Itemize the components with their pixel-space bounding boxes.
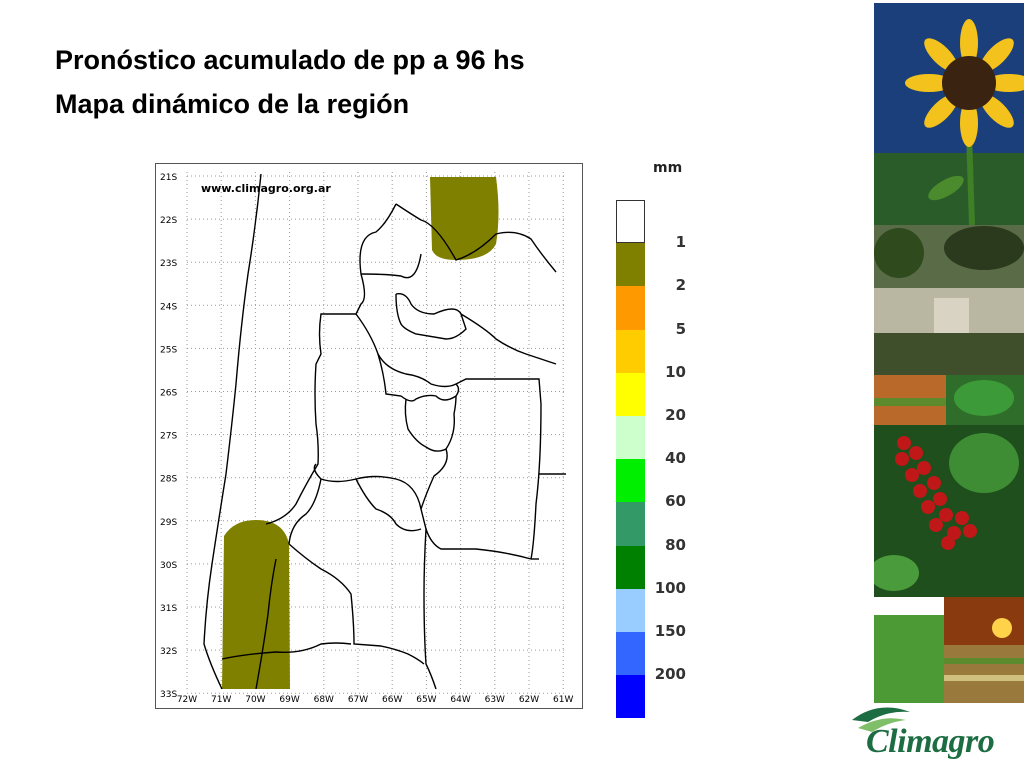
legend-swatch	[616, 588, 645, 632]
lon-tick-label: 69W	[279, 695, 299, 705]
title-line-2: Mapa dinámico de la región	[55, 89, 410, 119]
legend-swatch	[616, 243, 645, 287]
lat-tick-label: 32S	[160, 647, 177, 657]
legend-label: 60	[665, 492, 686, 511]
lat-tick-label: 29S	[160, 518, 177, 528]
legend-label: 2	[675, 276, 686, 295]
legend-label: 1	[675, 233, 686, 252]
legend-swatch	[616, 675, 645, 719]
legend-swatch	[616, 416, 645, 460]
lat-tick-label: 28S	[160, 475, 177, 485]
lon-tick-label: 68W	[314, 695, 334, 705]
legend-unit: mm	[653, 160, 683, 176]
province-boundaries	[203, 173, 566, 690]
legend-swatch	[616, 632, 645, 676]
legend-swatch	[616, 459, 645, 503]
lon-tick-label: 64W	[450, 695, 470, 705]
decorative-photo-collage	[874, 3, 1024, 703]
legend-label: 80	[665, 535, 686, 554]
lat-tick-label: 30S	[160, 561, 177, 571]
map-watermark: www.climagro.org.ar	[201, 182, 331, 195]
legend-swatch	[616, 372, 645, 416]
legend-swatch	[616, 329, 645, 373]
sunset-photo	[944, 597, 1024, 645]
lat-tick-label: 21S	[160, 173, 177, 183]
precip-area-north	[430, 177, 499, 260]
precipitation-map: 21S 22S 23S 24S 25S 26S 27S 28S 29S 30S 31S 32S 33S …	[155, 163, 583, 709]
legend-swatch	[616, 286, 645, 330]
lon-tick-label: 71W	[211, 695, 231, 705]
lat-tick-label: 31S	[160, 604, 177, 614]
climagro-logo: Climagro	[848, 700, 1024, 766]
precip-area-southwest	[222, 520, 290, 689]
precip-legend: mm 1 2 5 10 20 40 60 80 100 150 200	[616, 160, 696, 720]
legend-swatch	[616, 200, 645, 244]
lon-tick-label: 70W	[245, 695, 265, 705]
lat-tick-label: 27S	[160, 432, 177, 442]
leaf-icon	[852, 707, 910, 722]
lat-tick-label: 22S	[160, 216, 177, 226]
logo-text: Climagro	[866, 723, 995, 760]
legend-swatch	[616, 502, 645, 546]
legend-label: 5	[675, 319, 686, 338]
slide-title: Pronóstico acumulado de pp a 96 hs Mapa …	[55, 38, 525, 126]
lat-tick-label: 33S	[160, 690, 177, 700]
lon-tick-label: 65W	[416, 695, 436, 705]
legend-label: 100	[654, 578, 686, 597]
lon-tick-label: 63W	[485, 695, 505, 705]
lon-tick-label: 66W	[382, 695, 402, 705]
lat-tick-label: 26S	[160, 389, 177, 399]
lon-tick-label: 72W	[177, 695, 197, 705]
grass-photo	[874, 615, 944, 703]
legend-label: 200	[654, 665, 686, 684]
lat-tick-label: 25S	[160, 345, 177, 355]
lon-tick-label: 67W	[348, 695, 368, 705]
lat-tick-label: 24S	[160, 302, 177, 312]
legend-label: 10	[665, 362, 686, 381]
map-canvas: 21S22S23S24S25S26S27S28S29S30S31S32S33S …	[160, 172, 573, 705]
aerial-fields-photo	[944, 645, 1024, 703]
lon-tick-label: 61W	[553, 695, 573, 705]
legend-label: 150	[654, 622, 686, 640]
title-line-1: Pronóstico acumulado de pp a 96 hs	[55, 45, 525, 75]
lat-tick-label: 23S	[160, 259, 177, 269]
legend-label: 20	[665, 406, 686, 424]
sunflower-image	[905, 19, 1024, 226]
lon-tick-label: 62W	[519, 695, 539, 705]
legend-swatch	[616, 545, 645, 589]
legend-label: 40	[665, 449, 686, 468]
